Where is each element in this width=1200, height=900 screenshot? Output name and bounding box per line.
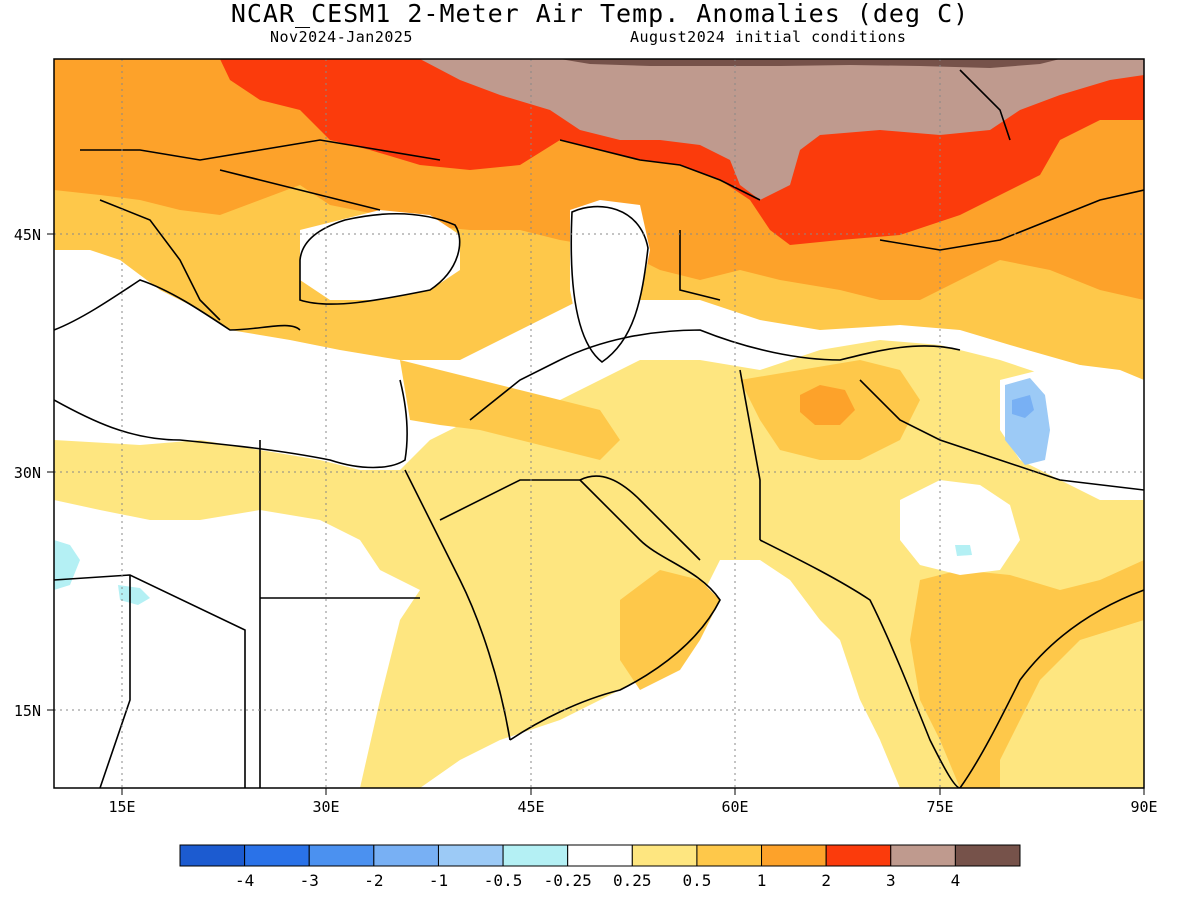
colorbar-swatch	[179, 844, 246, 867]
band-3-4	[420, 59, 1144, 200]
colorbar-swatch	[308, 844, 375, 867]
neutral-arabian-sea	[600, 600, 890, 788]
colorbar-label: -3	[300, 871, 319, 890]
y-tick-label: 15N	[14, 702, 41, 720]
x-tick-label: 60E	[721, 798, 748, 816]
colorbar-label: -2	[364, 871, 383, 890]
neutral-black-sea	[300, 210, 460, 300]
colorbar-swatch	[631, 844, 698, 867]
colorbar-label: 3	[886, 871, 896, 890]
colorbar-swatch	[954, 844, 1021, 867]
colorbar-label: 0.25	[613, 871, 652, 890]
cold-himalaya-core	[1012, 395, 1034, 418]
neutral-africa	[54, 520, 380, 788]
axis-ticks	[47, 233, 1145, 795]
x-tick-label: 90E	[1130, 798, 1157, 816]
band-0-5-1-india	[910, 560, 1144, 788]
colorbar-label: 2	[821, 871, 831, 890]
x-tick-label: 75E	[926, 798, 953, 816]
colorbar-label: -0.5	[484, 871, 523, 890]
x-tick-label: 30E	[312, 798, 339, 816]
colorbar-label: 1	[757, 871, 767, 890]
x-tick-label: 45E	[517, 798, 544, 816]
cold-north-africa-2	[118, 585, 150, 605]
colorbar-swatch	[890, 844, 956, 867]
band-0-5-1-iraq-iran	[400, 360, 620, 460]
colorbar-swatch	[696, 844, 763, 867]
forecast-period: Nov2024-Jan2025	[270, 28, 413, 46]
anomaly-field	[54, 59, 1144, 788]
coastlines	[54, 69, 1144, 788]
colorbar-label: -4	[235, 871, 254, 890]
colorbar-swatch	[761, 844, 827, 867]
colorbar: -4 -3 -2 -1 -0.5 -0.25 0.25 0.5 1 2 3 4	[179, 844, 1021, 890]
x-tick-label: 15E	[108, 798, 135, 816]
colorbar-label: 0.5	[682, 871, 711, 890]
colorbar-label: -1	[429, 871, 448, 890]
colorbar-swatch	[437, 844, 504, 867]
cold-india-spot	[955, 545, 972, 556]
cold-north-africa	[54, 540, 80, 590]
neutral-central-india	[900, 480, 1020, 575]
gridlines	[54, 59, 1144, 788]
band-0-5-1-oman	[620, 570, 720, 690]
colorbar-swatch	[825, 844, 892, 867]
y-tick-label: 45N	[14, 226, 41, 244]
chart-title: NCAR_CESM1 2-Meter Air Temp. Anomalies (…	[230, 0, 970, 28]
colorbar-swatch	[502, 844, 569, 867]
colorbar-swatch	[244, 844, 310, 867]
colorbar-label: 4	[951, 871, 961, 890]
neutral-mediterranean	[54, 320, 400, 440]
y-tick-label: 30N	[14, 464, 41, 482]
colorbar-swatch	[567, 844, 633, 867]
band-4-plus	[560, 59, 1060, 68]
band-1-2-afghanistan	[800, 385, 855, 425]
colorbar-label: -0.25	[544, 871, 592, 890]
colorbar-swatch	[373, 844, 439, 867]
map-frame	[53, 58, 1145, 789]
initial-conditions: August2024 initial conditions	[630, 28, 907, 46]
neutral-caspian	[570, 200, 650, 360]
